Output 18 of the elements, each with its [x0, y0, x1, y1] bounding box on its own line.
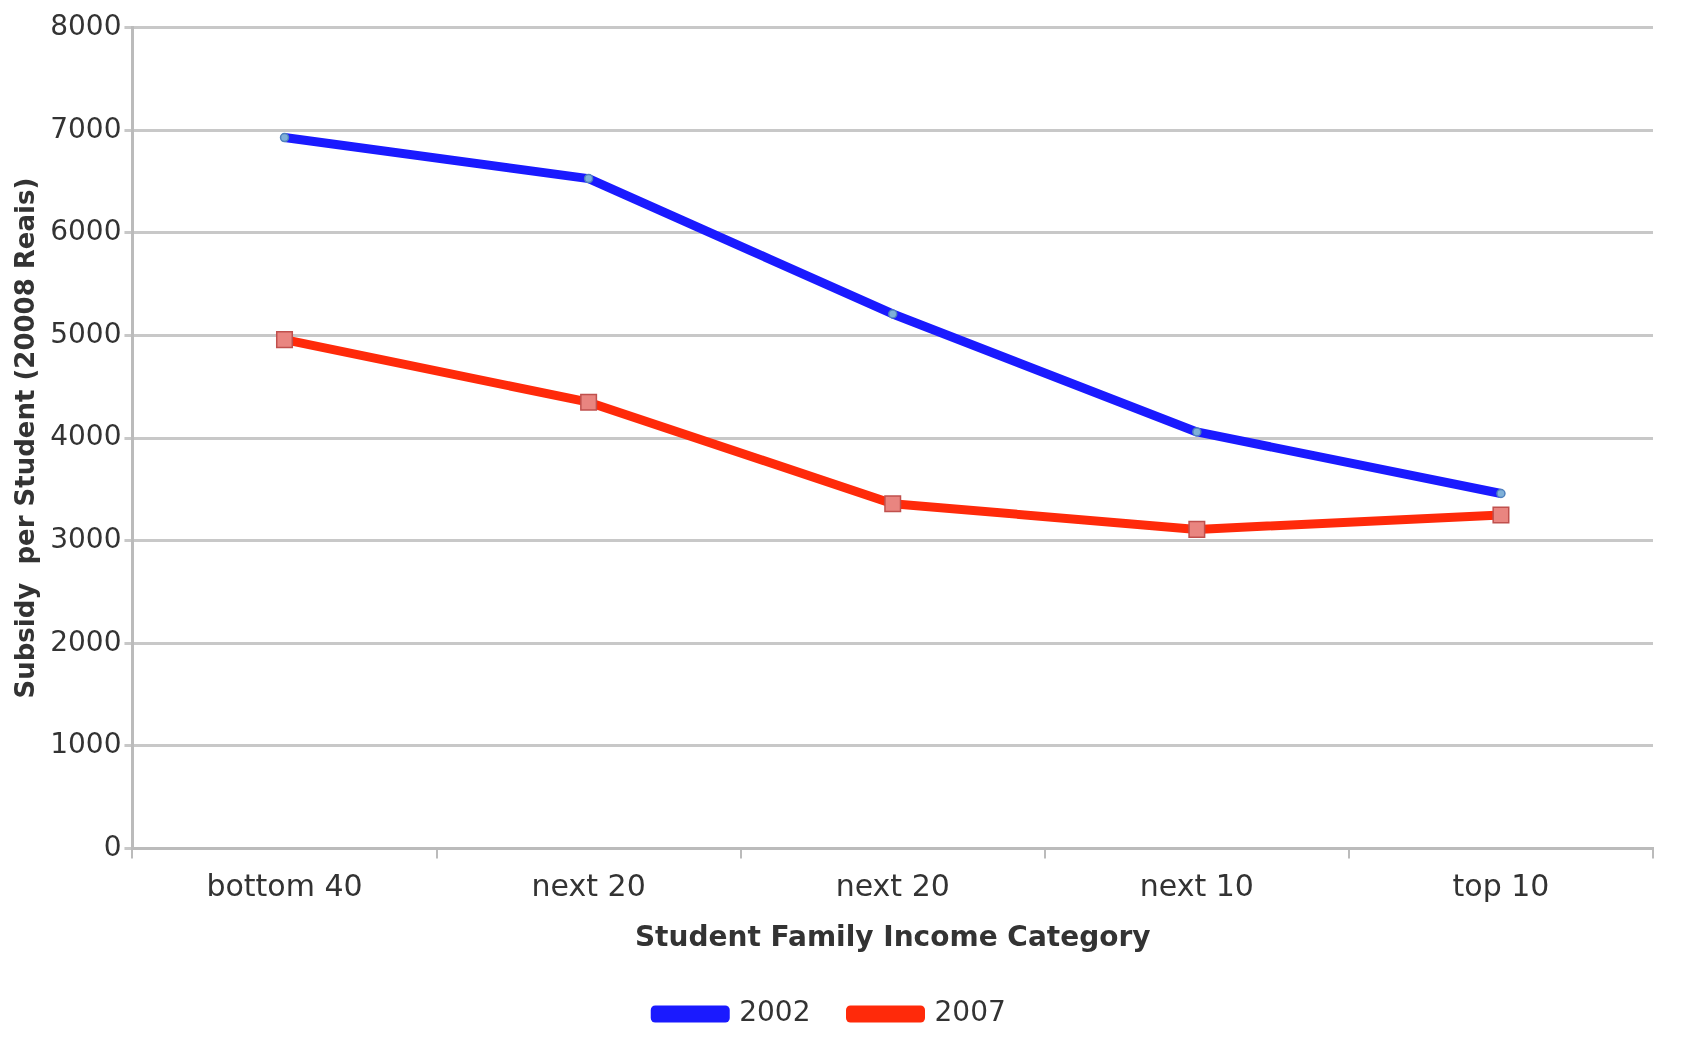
x-tick-label: top 10	[1452, 868, 1550, 904]
y-axis-title: Subsidy per Student (20008 Reais)	[10, 177, 41, 699]
y-tick-label: 7000	[50, 111, 122, 145]
x-tick-label: next 10	[1139, 868, 1254, 904]
y-tick-label: 1000	[50, 727, 122, 761]
y-tick-label: 3000	[50, 521, 122, 555]
x-axis-title: Student Family Income Category	[634, 920, 1151, 954]
y-tick-label: 2000	[50, 624, 122, 658]
y-tick-label: 5000	[50, 316, 122, 350]
x-tick-label: bottom 40	[206, 868, 363, 904]
y-tick-label: 8000	[50, 9, 122, 43]
legend-label: 2007	[934, 995, 1006, 1029]
x-tick-label: next 20	[531, 868, 646, 904]
x-tick-label: next 20	[835, 868, 950, 904]
legend-label: 2002	[739, 995, 811, 1029]
y-tick-label: 0	[103, 829, 122, 863]
y-tick-label: 4000	[50, 419, 122, 453]
y-tick-label: 6000	[50, 214, 122, 248]
